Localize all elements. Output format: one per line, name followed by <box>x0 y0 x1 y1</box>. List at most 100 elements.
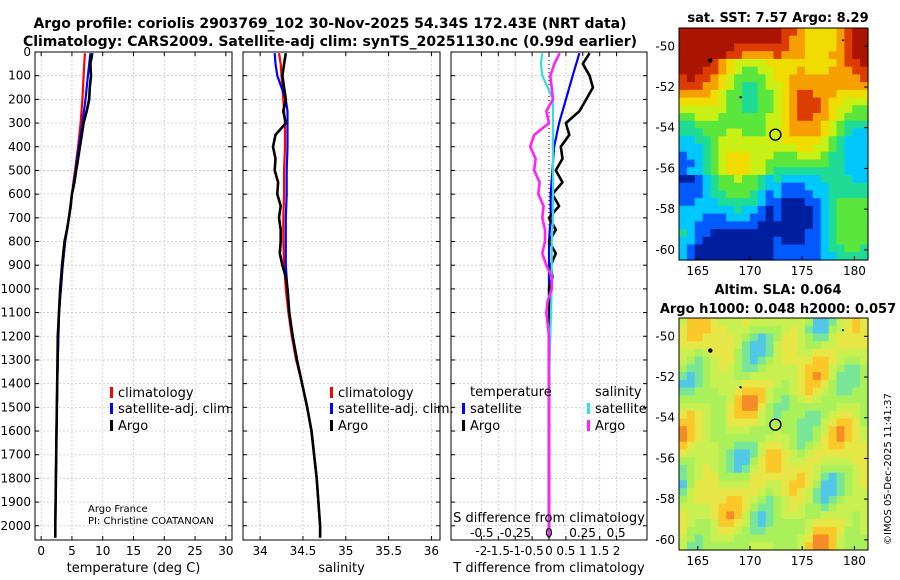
map-cell <box>679 395 688 404</box>
map-cell <box>757 395 767 404</box>
map-cell <box>702 472 712 481</box>
map-cell <box>836 144 845 153</box>
map-cell <box>757 66 767 75</box>
map-cell <box>710 252 719 261</box>
map-cell <box>852 113 861 122</box>
map-cell <box>836 213 845 222</box>
series-line-salinity-argo <box>528 52 561 538</box>
map-cell <box>702 144 712 153</box>
map-cell <box>702 318 712 327</box>
map-cell <box>789 113 798 122</box>
map-cell <box>797 526 806 536</box>
map-cell <box>812 534 822 543</box>
map-cell <box>757 58 767 68</box>
map-cell <box>789 403 798 412</box>
map-cell <box>702 325 712 335</box>
map-cell <box>749 395 759 404</box>
map-cell <box>757 488 767 497</box>
map-cell <box>797 495 806 505</box>
map-cell <box>820 82 830 91</box>
map-cell <box>773 252 782 261</box>
map-cell <box>679 190 688 199</box>
map-cell <box>765 136 775 145</box>
map-cell <box>749 318 759 327</box>
map-cell <box>757 426 767 435</box>
map-cell <box>726 364 735 373</box>
map-cell <box>734 205 743 215</box>
map-cell <box>726 28 735 37</box>
map-cell <box>734 97 743 106</box>
map-cell <box>726 511 735 520</box>
map-cell <box>694 318 704 327</box>
map-cell <box>797 244 806 253</box>
map-cell <box>726 244 735 253</box>
sal-legend-sat: satellite-adj. clim. <box>338 402 454 417</box>
map-cell <box>710 542 719 551</box>
map-cell <box>844 151 853 161</box>
map-cell <box>726 410 735 420</box>
map-cell <box>765 341 775 350</box>
map-cell <box>844 526 853 536</box>
map-cell <box>805 198 814 207</box>
credit-pi: PI: Christine COATANOAN <box>88 516 214 527</box>
map-cell <box>828 434 838 443</box>
temperature-legend: climatology satellite-adj. clim. Argo <box>110 386 234 434</box>
map-cell <box>789 28 798 37</box>
map-cell <box>686 89 696 99</box>
map-cell <box>686 511 696 520</box>
map-cell <box>781 495 790 505</box>
map-cell <box>757 441 767 451</box>
map-cell <box>836 348 845 358</box>
map-cell <box>797 28 806 37</box>
temp-legend-argo-swatch <box>110 420 113 431</box>
map-cell <box>797 229 806 238</box>
y-tick-label: 400 <box>8 140 31 154</box>
map-cell <box>686 457 696 466</box>
difference-panel: -2 -1.5 -1 -0.5 0 0.5 1 1.5 2T difference from c… <box>450 51 648 576</box>
map-cell <box>797 136 806 145</box>
map-cell <box>749 151 759 161</box>
y-tick-label: 300 <box>8 116 31 130</box>
map-cell <box>742 190 751 199</box>
map-cell <box>781 182 790 191</box>
map-cell <box>710 66 719 75</box>
map-cell <box>844 198 853 207</box>
map-cell <box>710 236 719 246</box>
map-cell <box>734 511 743 520</box>
map-cell <box>765 58 775 68</box>
map-cell <box>718 519 727 528</box>
map-cell <box>765 167 775 176</box>
map-cell <box>844 325 853 335</box>
map-cell <box>749 182 759 191</box>
map-cell <box>686 198 696 207</box>
map-cell <box>812 364 822 373</box>
map-cell <box>797 66 806 75</box>
x-tick-label: 30 <box>218 544 233 558</box>
island-marker <box>708 58 713 63</box>
map-cell <box>726 113 735 122</box>
map-cell <box>812 236 822 246</box>
map-cell <box>686 379 696 389</box>
y-tick-label: 500 <box>8 163 31 177</box>
map-cell <box>757 244 767 253</box>
map-cell <box>836 441 845 451</box>
map-cell <box>734 244 743 253</box>
map-cell <box>742 372 751 381</box>
map-cell <box>749 341 759 350</box>
map-cell <box>742 341 751 350</box>
map-cell <box>679 519 688 528</box>
map-cell <box>860 198 869 207</box>
map-cell <box>718 341 727 350</box>
map-cell <box>742 356 751 365</box>
map-cell <box>734 325 743 335</box>
x-tick-label: 34 <box>252 544 267 558</box>
map-cell <box>820 113 830 122</box>
map-cell <box>828 58 838 68</box>
map-cell <box>797 205 806 215</box>
map-cell <box>781 113 790 122</box>
map-cell <box>844 190 853 199</box>
map-cell <box>718 128 727 137</box>
map-cell <box>742 395 751 404</box>
map-cell <box>844 213 853 222</box>
